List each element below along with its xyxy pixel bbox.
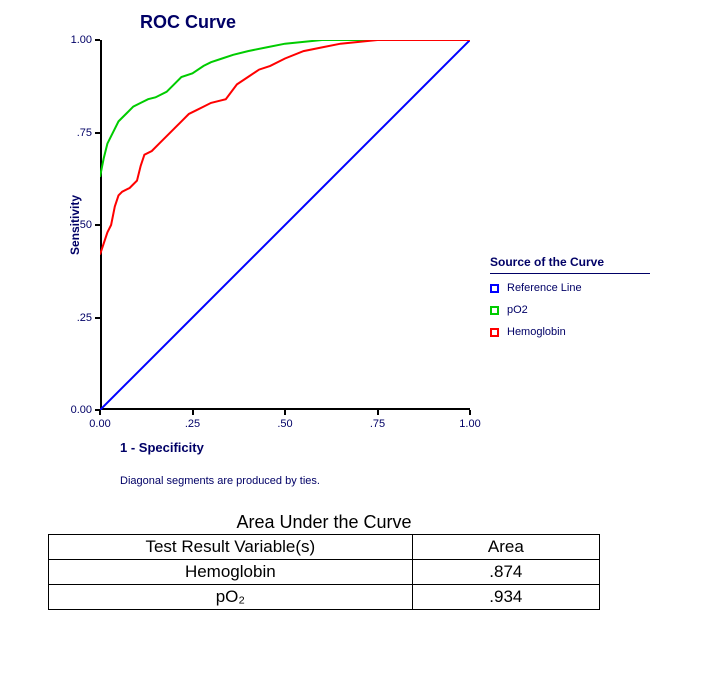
x-tick-label: .50 <box>270 418 300 430</box>
chart-footnote: Diagonal segments are produced by ties. <box>120 475 320 487</box>
table-cell: pO₂ <box>49 585 413 610</box>
x-tick-mark <box>469 410 471 415</box>
table-header-row: Test Result Variable(s) Area <box>49 535 600 560</box>
roc-chart: ROC Curve Sensitivity 0.00.25.50.751.00 … <box>10 0 690 500</box>
x-axis-label: 1 - Specificity <box>120 440 204 455</box>
hemoglobin-curve <box>100 40 470 255</box>
legend-title: Source of the Curve <box>490 255 650 269</box>
y-tick-mark <box>95 132 100 134</box>
x-tick-mark <box>192 410 194 415</box>
x-tick-mark <box>284 410 286 415</box>
x-tick-label: 1.00 <box>455 418 485 430</box>
square-marker-icon <box>490 284 499 293</box>
auc-table: Test Result Variable(s) Area Hemoglobin … <box>48 534 600 610</box>
legend-label: pO2 <box>507 304 528 316</box>
reference-line <box>100 40 470 410</box>
table-header-cell: Area <box>412 535 599 560</box>
square-marker-icon <box>490 306 499 315</box>
legend-item-po2: pO2 <box>490 304 650 316</box>
po2-curve <box>100 40 470 177</box>
table-cell: .874 <box>412 560 599 585</box>
x-tick-mark <box>99 410 101 415</box>
curves-svg <box>100 40 470 410</box>
legend-item-reference: Reference Line <box>490 282 650 294</box>
legend-divider <box>490 273 650 274</box>
y-tick-label: .50 <box>52 219 92 231</box>
table-cell: Hemoglobin <box>49 560 413 585</box>
table-header-cell: Test Result Variable(s) <box>49 535 413 560</box>
y-tick-label: .25 <box>52 312 92 324</box>
legend-label: Reference Line <box>507 282 582 294</box>
legend-label: Hemoglobin <box>507 326 566 338</box>
chart-title: ROC Curve <box>140 12 236 33</box>
y-tick-label: .75 <box>52 127 92 139</box>
table-cell: .934 <box>412 585 599 610</box>
y-tick-mark <box>95 317 100 319</box>
x-tick-label: 0.00 <box>85 418 115 430</box>
table-title: Area Under the Curve <box>48 512 600 533</box>
square-marker-icon <box>490 328 499 337</box>
auc-table-area: Area Under the Curve Test Result Variabl… <box>48 512 600 610</box>
plot-container: Sensitivity 0.00.25.50.751.00 0.00.25.50… <box>100 40 470 410</box>
y-tick-mark <box>95 39 100 41</box>
table-row: Hemoglobin .874 <box>49 560 600 585</box>
y-tick-label: 0.00 <box>52 404 92 416</box>
table-row: pO₂ .934 <box>49 585 600 610</box>
y-tick-mark <box>95 224 100 226</box>
legend: Source of the Curve Reference Line pO2 H… <box>490 255 650 348</box>
x-tick-mark <box>377 410 379 415</box>
legend-item-hemoglobin: Hemoglobin <box>490 326 650 338</box>
x-tick-label: .75 <box>363 418 393 430</box>
x-tick-label: .25 <box>178 418 208 430</box>
y-tick-label: 1.00 <box>52 34 92 46</box>
